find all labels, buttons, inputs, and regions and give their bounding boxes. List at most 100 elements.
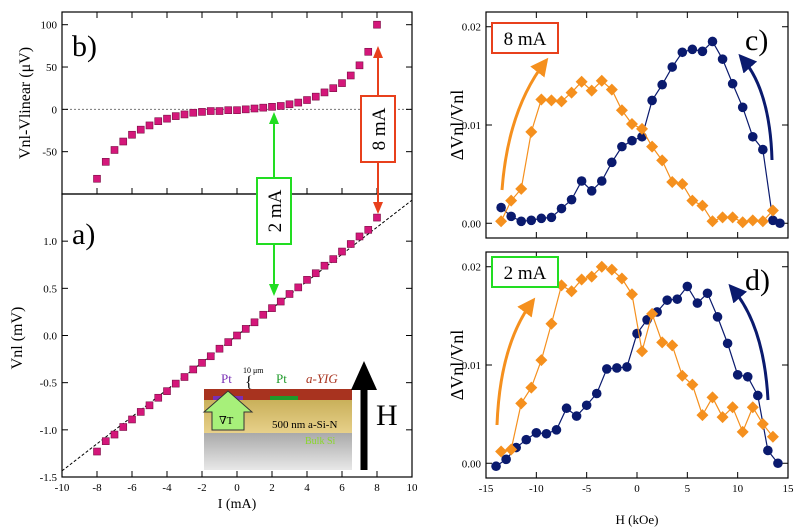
ytick-label-b: 0 bbox=[52, 104, 58, 116]
data-point-a bbox=[311, 269, 320, 278]
data-point-c-orange bbox=[646, 140, 659, 153]
data-point-b bbox=[110, 146, 119, 154]
ytick-label-c: 0.00 bbox=[462, 218, 482, 230]
data-point-d-navy bbox=[501, 454, 511, 465]
xlabel-a: I (mA) bbox=[218, 497, 257, 512]
panel-b: -50 0 50 100 b) Vnl-Vlinear (μV) bbox=[17, 11, 413, 195]
field-arrow: H bbox=[351, 361, 398, 470]
data-point-d-navy bbox=[521, 434, 532, 445]
data-point-a bbox=[189, 365, 198, 374]
data-point-c-navy bbox=[516, 216, 527, 227]
data-point-a bbox=[346, 240, 355, 248]
xtick-label-d: 0 bbox=[634, 483, 640, 495]
data-point-a bbox=[180, 373, 189, 381]
data-point-a bbox=[355, 232, 364, 241]
data-point-c-orange bbox=[625, 118, 638, 131]
data-point-d-orange bbox=[676, 369, 689, 382]
ytick-label-b: 50 bbox=[46, 62, 58, 74]
panel-label-d: d) bbox=[745, 264, 770, 297]
green-arrowhead-up bbox=[269, 112, 279, 124]
inset-bulk-label: Bulk Si bbox=[305, 436, 336, 447]
data-point-d-navy bbox=[632, 328, 642, 339]
xtick-label-a: 2 bbox=[269, 482, 275, 494]
field-label: H bbox=[376, 399, 398, 432]
current-box-c bbox=[491, 22, 559, 54]
green-arrowhead-down bbox=[269, 284, 279, 296]
panel-d: 0.00 0.01 0.02 -15 -10 -5 0 5 10 15 d) ΔVnl/Vnl H (k… bbox=[447, 251, 794, 527]
data-point-c-navy bbox=[747, 131, 758, 142]
data-point-d-orange bbox=[696, 409, 709, 422]
data-point-b bbox=[311, 92, 320, 101]
data-point-b bbox=[320, 88, 329, 97]
data-point-c-navy bbox=[657, 79, 667, 90]
data-point-d-navy bbox=[702, 288, 713, 299]
data-point-c-navy bbox=[667, 62, 678, 72]
xtick-label-a: -6 bbox=[127, 482, 137, 494]
data-point-b bbox=[215, 107, 224, 115]
data-point-b bbox=[101, 158, 110, 166]
data-point-b bbox=[364, 47, 373, 56]
data-point-b bbox=[119, 137, 128, 146]
data-point-d-orange bbox=[545, 317, 558, 330]
data-point-d-navy bbox=[561, 403, 572, 414]
data-point-b bbox=[224, 106, 233, 114]
data-point-a bbox=[320, 261, 329, 270]
data-point-d-orange bbox=[746, 401, 759, 414]
data-point-d-navy bbox=[571, 411, 582, 421]
panel-label-a: a) bbox=[72, 218, 95, 251]
ytick-label-a: 0.5 bbox=[43, 283, 57, 295]
device-inset: ∇T Pt Pt 10 μm { a-YIG 500 nm a-Si-N Bul… bbox=[202, 366, 352, 470]
xtick-label-d: -15 bbox=[479, 483, 494, 495]
data-point-d-orange bbox=[726, 401, 739, 414]
data-point-d-orange bbox=[505, 443, 518, 456]
data-point-c-orange bbox=[656, 154, 669, 167]
data-point-c-navy bbox=[617, 141, 627, 152]
heat-arrow-icon bbox=[202, 390, 254, 431]
data-point-d-orange bbox=[736, 425, 749, 438]
data-point-d-orange bbox=[706, 391, 719, 404]
data-point-d-navy bbox=[682, 281, 693, 292]
data-point-c-navy bbox=[677, 47, 688, 58]
data-point-d-orange bbox=[666, 339, 679, 352]
data-point-d-navy bbox=[491, 461, 501, 472]
data-point-d-orange bbox=[615, 272, 628, 285]
plot-frame-b bbox=[61, 11, 413, 195]
data-point-b bbox=[241, 105, 250, 114]
data-point-b bbox=[276, 102, 285, 110]
xlabel-d: H (kOe) bbox=[616, 512, 659, 527]
data-point-c-orange bbox=[615, 104, 628, 117]
data-point-a bbox=[128, 415, 136, 424]
green-box bbox=[256, 177, 292, 245]
data-point-c-navy bbox=[627, 135, 637, 146]
data-point-b bbox=[268, 103, 276, 111]
data-point-a bbox=[250, 318, 259, 327]
data-point-c-navy bbox=[576, 176, 587, 186]
inset-brace: { bbox=[245, 374, 253, 391]
data-point-d-navy bbox=[742, 371, 753, 382]
data-point-c-orange bbox=[746, 214, 759, 227]
green-box-label: 2 mA bbox=[265, 189, 286, 232]
xtick-label-d: -5 bbox=[582, 483, 592, 495]
data-point-d-orange bbox=[525, 381, 538, 394]
data-point-d-orange bbox=[585, 270, 598, 283]
data-point-c-navy bbox=[566, 194, 577, 205]
data-point-c-orange bbox=[505, 194, 518, 207]
data-point-a bbox=[268, 304, 276, 312]
data-point-a bbox=[329, 255, 338, 263]
data-point-b bbox=[128, 130, 136, 139]
xtick-label-d: 5 bbox=[685, 483, 691, 495]
data-point-b bbox=[285, 100, 294, 109]
current-markers: 2 mA 8 mA bbox=[256, 46, 396, 296]
data-point-c-navy bbox=[607, 157, 617, 168]
inset-yig-label: a-YIG bbox=[306, 371, 338, 386]
panel-a: -1.5 -1.0 -0.5 0.0 0.5 1.0 -10 -8 -6 -4 -2 0 2 4 6 8 10 a… bbox=[9, 193, 418, 512]
inset-pt-right: Pt bbox=[276, 371, 287, 386]
data-point-a bbox=[198, 359, 206, 367]
data-point-b bbox=[355, 61, 364, 70]
data-point-c-orange bbox=[495, 215, 508, 228]
ytick-label-b: -50 bbox=[42, 147, 57, 159]
xtick-label-d: -10 bbox=[529, 483, 544, 495]
data-point-c-orange bbox=[595, 74, 608, 87]
data-point-d-orange bbox=[515, 397, 528, 410]
ytick-label-c: 0.01 bbox=[462, 120, 481, 132]
